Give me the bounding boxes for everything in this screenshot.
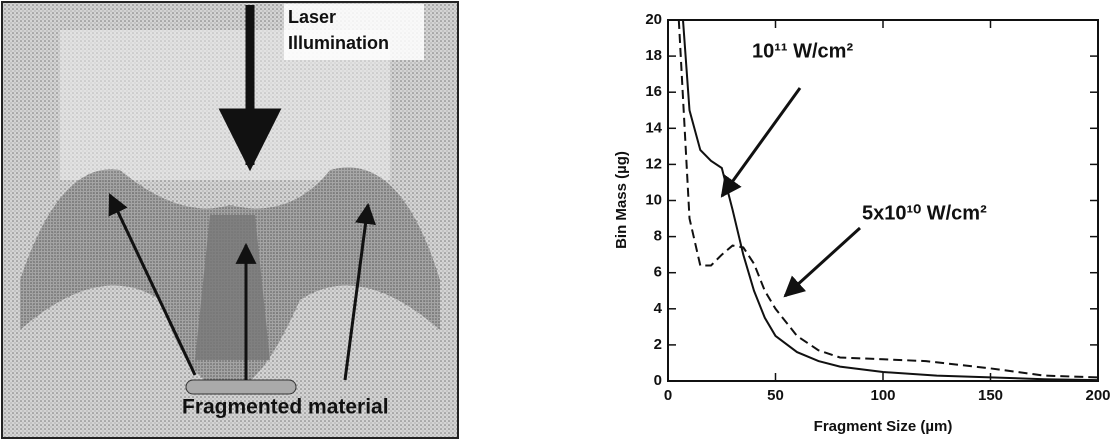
- y-tick-label: 2: [654, 336, 662, 353]
- annotation-arrow: [720, 87, 802, 198]
- base-fragment: [185, 379, 297, 395]
- fragment-arrow: [108, 193, 197, 376]
- y-tick-label: 20: [645, 11, 662, 28]
- annotation-arrow: [783, 226, 862, 298]
- annotation: 5x10¹⁰ W/cm²: [862, 202, 987, 224]
- x-tick-label: 100: [870, 387, 895, 404]
- laser-label: Laser: [288, 7, 336, 27]
- series-line: [677, 19, 1099, 379]
- x-tick-label: 200: [1085, 387, 1110, 404]
- series-line: [682, 19, 1099, 382]
- laser-label: Illumination: [288, 33, 389, 53]
- plot-frame: [667, 19, 1099, 382]
- y-tick-label: 18: [645, 47, 662, 64]
- y-tick-label: 6: [654, 264, 662, 281]
- chart: Bin Mass (µg) Fragment Size (µm) 0 2 4 6 8 10…: [613, 11, 1111, 435]
- x-axis-title: Fragment Size (µm): [814, 418, 953, 435]
- x-tick-label: 0: [664, 387, 672, 404]
- fragment-arrow: [343, 202, 376, 381]
- y-tick-label: 16: [645, 83, 662, 100]
- y-tick-label: 8: [654, 228, 662, 245]
- fragment-label: Fragmented material: [182, 396, 389, 419]
- annotation: 10¹¹ W/cm²: [752, 40, 853, 62]
- y-tick-label: 0: [654, 372, 662, 389]
- label-box: [284, 4, 424, 60]
- y-tick-label: 12: [645, 155, 662, 172]
- y-tick-label: 10: [645, 191, 662, 208]
- y-tick-label: 4: [654, 300, 663, 317]
- x-tick-label: 150: [978, 387, 1003, 404]
- simulation-image: Laser Illumination Fragmented material: [1, 1, 459, 439]
- x-tick-label: 50: [767, 387, 784, 404]
- y-axis-title: Bin Mass (µg): [613, 151, 630, 249]
- y-tick-label: 14: [645, 119, 662, 136]
